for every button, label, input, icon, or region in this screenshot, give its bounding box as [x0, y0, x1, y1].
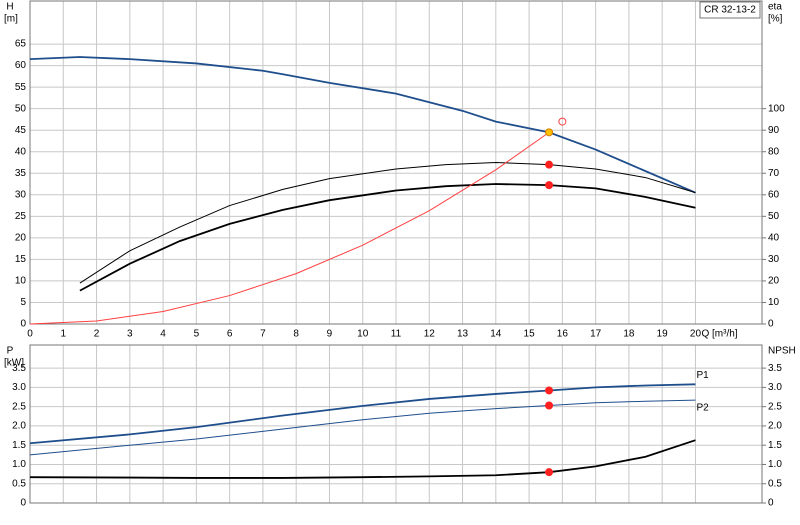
y2-tick-label: 40 [768, 233, 780, 244]
curve [79, 161, 696, 284]
x-tick-label: 11 [391, 329, 402, 340]
y-axis-unit: [kW] [4, 358, 24, 369]
y-tick-label: 0 [20, 498, 26, 509]
y-tick-label: 45 [15, 125, 27, 136]
duty-point [545, 160, 554, 169]
y2-tick-label: 3.0 [768, 382, 782, 393]
y-tick-label: 1.0 [12, 459, 26, 470]
product-box [699, 1, 761, 19]
curve [29, 131, 550, 325]
curve [29, 383, 696, 445]
y-axis-label: P [7, 346, 14, 357]
y-tick-label: 40 [15, 146, 27, 157]
x-tick-label: 16 [557, 329, 569, 340]
x-axis-label: Q [m³/h] [701, 329, 737, 340]
duty-point [545, 128, 554, 137]
x-tick-label: 13 [457, 329, 469, 340]
y-tick-label: 65 [15, 39, 27, 50]
y-tick-label: 2.0 [12, 421, 26, 432]
y2-tick-label: 100 [768, 103, 785, 114]
y-tick-label: 3.0 [12, 382, 26, 393]
y-tick-label: 30 [15, 189, 27, 200]
y2-axis-label: NPSH [768, 346, 796, 357]
x-tick-label: 17 [590, 329, 602, 340]
y-tick-label: 15 [15, 254, 27, 265]
y2-tick-label: 90 [768, 125, 780, 136]
product-label: CR 32-13-2 [704, 5, 756, 16]
y-tick-label: 1.5 [12, 440, 26, 451]
y-tick-label: 2.5 [12, 401, 26, 412]
y-tick-label: 3.5 [12, 363, 26, 374]
y2-tick-label: 0.5 [768, 478, 782, 489]
y2-tick-label: 20 [768, 276, 780, 287]
y2-tick-label: 70 [768, 168, 780, 179]
series-label: P2 [696, 403, 709, 414]
y-tick-label: 25 [15, 211, 27, 222]
y-tick-label: 35 [15, 168, 27, 179]
y2-tick-label: 30 [768, 254, 780, 265]
y2-tick-label: 3.5 [768, 363, 782, 374]
plot-frame [29, 0, 763, 325]
x-tick-label: 8 [293, 329, 299, 340]
y-axis-unit: [m] [4, 14, 18, 25]
y-tick-label: 50 [15, 103, 27, 114]
y-tick-label: 5 [20, 297, 26, 308]
y2-tick-label: 1.0 [768, 459, 782, 470]
duty-point [545, 401, 554, 410]
x-tick-label: 14 [490, 329, 502, 340]
y-tick-label: 0.5 [12, 478, 26, 489]
series-label: P1 [696, 370, 709, 381]
x-tick-label: 6 [227, 329, 233, 340]
x-tick-label: 3 [127, 329, 133, 340]
y2-tick-label: 0 [768, 319, 774, 330]
y-tick-label: 0 [20, 319, 26, 330]
y2-tick-label: 2.0 [768, 421, 782, 432]
x-tick-label: 20 [690, 329, 702, 340]
curve [29, 439, 696, 479]
x-tick-label: 1 [60, 329, 66, 340]
x-tick-label: 19 [657, 329, 669, 340]
x-tick-label: 5 [194, 329, 200, 340]
duty-point [545, 386, 554, 395]
y2-axis-label: eta [768, 2, 782, 13]
y-axis-label: H [6, 2, 13, 13]
x-tick-label: 4 [160, 329, 166, 340]
plot-frame [29, 344, 763, 504]
x-tick-label: 2 [94, 329, 100, 340]
y2-tick-label: 1.5 [768, 440, 782, 451]
y2-tick-label: 60 [768, 189, 780, 200]
x-tick-label: 9 [327, 329, 333, 340]
y-tick-label: 60 [15, 60, 27, 71]
x-tick-label: 12 [424, 329, 436, 340]
x-tick-label: 18 [623, 329, 635, 340]
duty-point [545, 468, 554, 477]
y2-tick-label: 50 [768, 211, 780, 222]
curve [29, 399, 696, 456]
y2-axis-unit: [%] [768, 14, 783, 25]
y2-tick-label: 2.5 [768, 401, 782, 412]
curve [29, 56, 696, 194]
y-tick-label: 10 [15, 276, 27, 287]
x-tick-label: 15 [524, 329, 536, 340]
open-point [558, 117, 567, 126]
x-tick-label: 0 [27, 329, 33, 340]
duty-point [545, 181, 554, 190]
curve [79, 183, 696, 292]
y2-tick-label: 0 [768, 498, 774, 509]
y-tick-label: 55 [15, 82, 27, 93]
x-tick-label: 7 [260, 329, 266, 340]
y2-tick-label: 80 [768, 146, 780, 157]
x-tick-label: 10 [357, 329, 369, 340]
y2-tick-label: 10 [768, 297, 780, 308]
y-tick-label: 20 [15, 233, 27, 244]
